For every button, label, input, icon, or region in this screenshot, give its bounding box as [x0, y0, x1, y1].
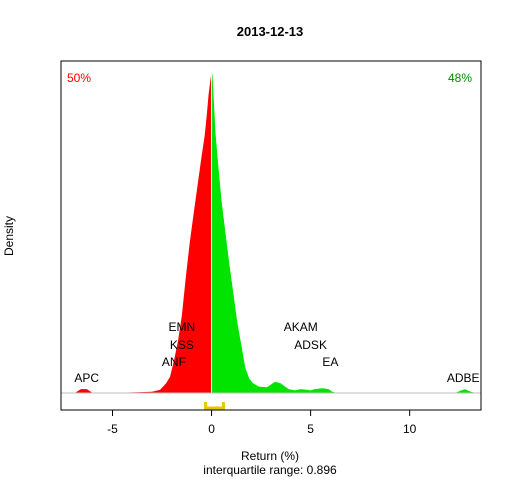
negative-return-area — [63, 72, 212, 393]
ticker-label: ADBE — [447, 371, 480, 385]
iqr-bracket-group — [204, 402, 225, 410]
ticker-label: EMN — [169, 320, 196, 334]
iqr-caption: interquartile range: 0.896 — [203, 463, 337, 477]
x-axis: -5 0 5 10 — [107, 410, 417, 436]
y-axis-label: Density — [2, 216, 16, 256]
ticker-label: ANF — [162, 355, 186, 369]
annotation-group: EMN KSS ANF APC AKAM ADSK EA ADBE — [74, 320, 479, 385]
iqr-bracket — [204, 402, 225, 410]
positive-return-area — [211, 72, 476, 393]
x-axis-label: Return (%) — [241, 449, 299, 463]
density-area-group — [63, 72, 476, 393]
ticker-label: AKAM — [284, 320, 318, 334]
ticker-label: KSS — [170, 338, 194, 352]
negative-share-label: 50% — [67, 71, 91, 85]
plot-frame — [60, 60, 482, 411]
x-tick-label: 0 — [208, 422, 215, 436]
x-tick-label: -5 — [107, 422, 118, 436]
x-tick-label: 5 — [307, 422, 314, 436]
ticker-label: APC — [74, 371, 99, 385]
ticker-label: ADSK — [294, 338, 327, 352]
ticker-label: EA — [322, 355, 338, 369]
chart-title: 2013-12-13 — [237, 24, 304, 39]
positive-share-label: 48% — [448, 71, 472, 85]
x-tick-label: 10 — [403, 422, 417, 436]
